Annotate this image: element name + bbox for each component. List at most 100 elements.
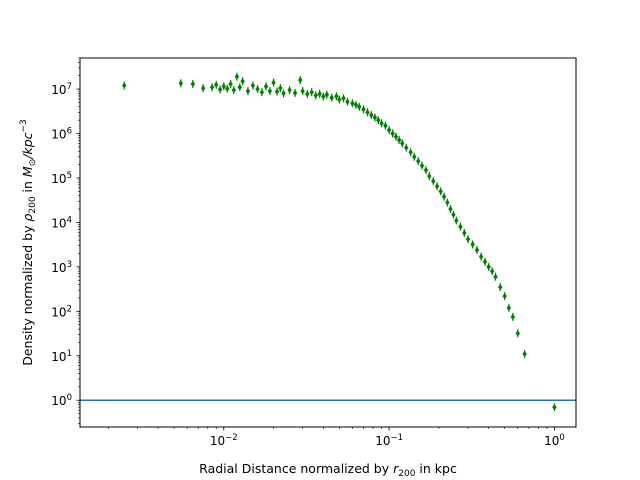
x-axis-label: Radial Distance normalized by r200 in kp…: [199, 461, 457, 479]
point-marker: [515, 330, 520, 337]
point-marker: [470, 241, 475, 248]
data-point: [502, 292, 507, 301]
point-marker: [441, 193, 447, 200]
x-tick-label: 10−1: [375, 433, 403, 448]
data-point: [329, 93, 334, 102]
point-marker: [250, 82, 256, 89]
point-marker: [412, 153, 417, 160]
point-marker: [337, 96, 342, 103]
point-marker: [404, 144, 409, 151]
point-marker: [324, 91, 330, 98]
point-marker: [350, 100, 355, 107]
point-marker: [298, 76, 303, 84]
data-point: [510, 312, 516, 321]
data-point: [493, 272, 498, 281]
point-marker: [234, 73, 240, 80]
y-tick-label: 107: [51, 82, 72, 97]
data-point: [267, 87, 273, 96]
y-tick-label: 106: [51, 127, 72, 142]
data-point: [445, 198, 450, 207]
data-point: [214, 80, 219, 89]
data-point: [390, 129, 395, 138]
point-marker: [281, 90, 286, 97]
y-tick-label: 105: [51, 171, 72, 186]
point-marker: [419, 162, 425, 169]
data-point: [240, 77, 245, 86]
point-marker: [390, 130, 395, 137]
point-marker: [231, 86, 237, 94]
point-marker: [465, 235, 471, 243]
data-point: [274, 87, 280, 96]
point-marker: [225, 85, 230, 92]
data-point: [386, 126, 392, 135]
point-marker: [486, 263, 491, 271]
data-point: [470, 240, 475, 249]
point-marker: [271, 79, 276, 86]
data-point: [350, 99, 355, 108]
data-point: [448, 205, 453, 214]
point-marker: [451, 211, 456, 218]
point-marker: [522, 350, 527, 358]
point-marker: [482, 258, 488, 266]
point-marker: [448, 205, 453, 213]
data-point: [357, 102, 362, 111]
point-marker: [386, 126, 392, 134]
point-marker: [267, 87, 273, 95]
point-marker: [274, 88, 280, 95]
point-marker: [434, 183, 440, 190]
data-point: [474, 245, 480, 254]
data-point: [178, 79, 184, 88]
data-point: [393, 132, 399, 141]
point-marker: [396, 136, 402, 144]
data-point: [259, 88, 265, 97]
point-marker: [321, 93, 326, 100]
point-marker: [292, 89, 298, 97]
data-point: [478, 252, 484, 261]
point-marker: [376, 116, 381, 124]
point-marker: [190, 80, 196, 88]
point-marker: [416, 157, 421, 165]
point-marker: [423, 166, 429, 174]
point-marker: [334, 93, 339, 100]
point-marker: [209, 84, 215, 91]
data-point: [458, 222, 463, 231]
point-marker: [240, 78, 245, 85]
data-point: [341, 94, 346, 103]
point-marker: [383, 122, 388, 129]
data-point: [231, 86, 237, 95]
point-marker: [317, 90, 322, 98]
point-marker: [278, 84, 283, 92]
data-point: [454, 216, 459, 225]
data-point: [298, 75, 303, 84]
data-point: [416, 157, 421, 166]
data-point: [489, 267, 495, 276]
data-point: [209, 83, 215, 92]
data-point: [404, 143, 409, 152]
data-point: [353, 100, 359, 109]
y-tick-label: 100: [51, 393, 72, 408]
data-point: [441, 192, 447, 201]
y-tick-label: 101: [51, 349, 72, 364]
data-point: [369, 111, 374, 120]
data-point: [305, 89, 310, 98]
data-point: [237, 83, 243, 92]
point-marker: [122, 82, 127, 89]
point-marker: [393, 133, 399, 140]
axes-frame: [79, 57, 577, 428]
data-point: [122, 81, 127, 90]
point-marker: [474, 246, 480, 254]
data-point: [427, 172, 432, 181]
point-marker: [341, 95, 346, 102]
point-marker: [454, 217, 459, 224]
data-point: [372, 113, 378, 122]
data-points: [122, 72, 557, 412]
data-point: [225, 84, 230, 93]
data-point: [400, 139, 405, 148]
data-point: [255, 85, 260, 94]
y-axis-label: Density normalized by ρ200 in M⊙/kpc−3: [19, 119, 38, 366]
data-point: [451, 210, 456, 219]
point-marker: [438, 188, 443, 195]
data-point: [217, 85, 223, 94]
point-marker: [313, 92, 318, 99]
